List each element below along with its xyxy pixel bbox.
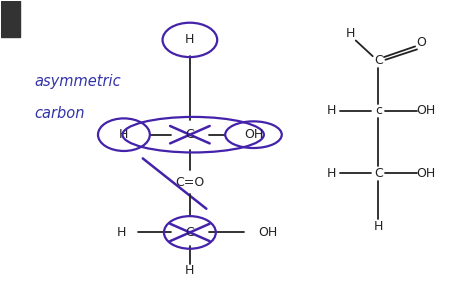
Text: H: H xyxy=(327,167,336,180)
Text: C: C xyxy=(185,226,194,239)
Text: asymmetric: asymmetric xyxy=(35,74,121,89)
Text: H: H xyxy=(185,264,194,277)
Text: C=O: C=O xyxy=(175,176,204,189)
Text: C: C xyxy=(374,167,383,180)
Text: OH: OH xyxy=(416,167,435,180)
Text: OH: OH xyxy=(416,104,435,118)
Text: H: H xyxy=(185,33,194,46)
Text: O: O xyxy=(416,36,426,49)
Text: carbon: carbon xyxy=(35,106,85,121)
Text: C: C xyxy=(374,54,383,67)
Text: C: C xyxy=(185,128,194,141)
Text: OH: OH xyxy=(244,128,263,141)
Text: H: H xyxy=(119,128,128,141)
Bar xyxy=(1,1,20,37)
Text: H: H xyxy=(327,104,336,118)
Text: H: H xyxy=(346,28,355,40)
Text: H: H xyxy=(117,226,126,239)
Text: c: c xyxy=(375,104,382,118)
Text: OH: OH xyxy=(258,226,277,239)
Text: <: < xyxy=(6,11,16,21)
Text: H: H xyxy=(374,220,383,233)
